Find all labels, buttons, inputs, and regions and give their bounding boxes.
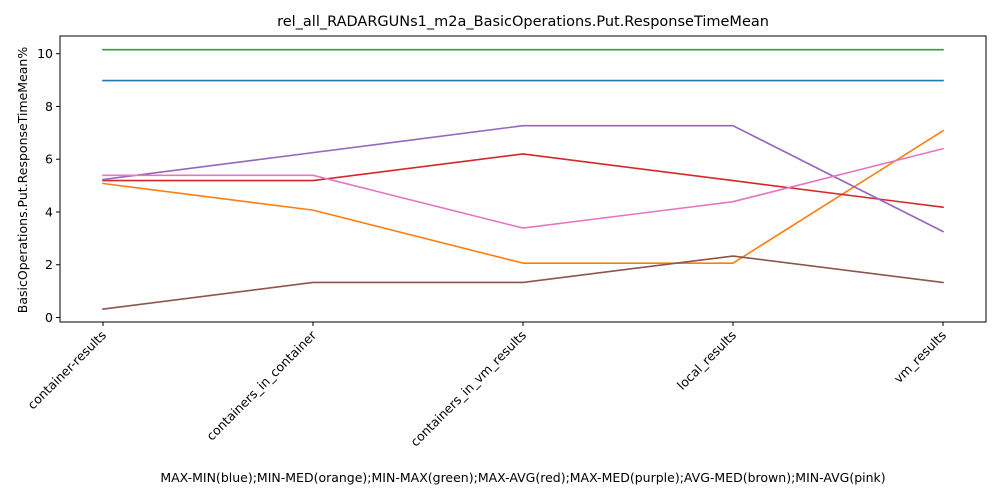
- axes-frame: [59, 35, 987, 323]
- series-line-5: [102, 255, 944, 310]
- y-tick-label-5: 10: [37, 46, 53, 61]
- x-tick-label-0: container-results: [24, 328, 109, 413]
- series-line-1: [102, 129, 945, 264]
- x-tick-label-1: containers_in_container: [203, 327, 319, 443]
- y-tick-label-2: 4: [45, 204, 53, 219]
- series-line-4: [102, 124, 945, 233]
- y-tick-label-3: 6: [45, 152, 53, 167]
- x-tick-label-4: vm_results: [891, 328, 949, 386]
- x-axis-label: MAX-MIN(blue);MIN-MED(orange);MIN-MAX(gr…: [160, 470, 885, 485]
- series-line-6: [102, 147, 944, 229]
- y-tick-label-0: 0: [45, 310, 53, 325]
- y-tick-label-4: 8: [45, 99, 53, 114]
- x-tick-label-2: containers_in_vm_results: [407, 328, 529, 450]
- y-axis-label: BasicOperations.Put.ResponseTimeMean%: [15, 47, 30, 314]
- y-tick-label-1: 2: [45, 257, 53, 272]
- x-tick-label-3: local_results: [674, 328, 739, 393]
- plot-area: 0 2 4 6 8 10 container-results containers_in_co…: [24, 35, 987, 450]
- chart-title: rel_all_RADARGUNs1_m2a_BasicOperations.P…: [277, 14, 769, 30]
- series-line-3: [102, 153, 944, 209]
